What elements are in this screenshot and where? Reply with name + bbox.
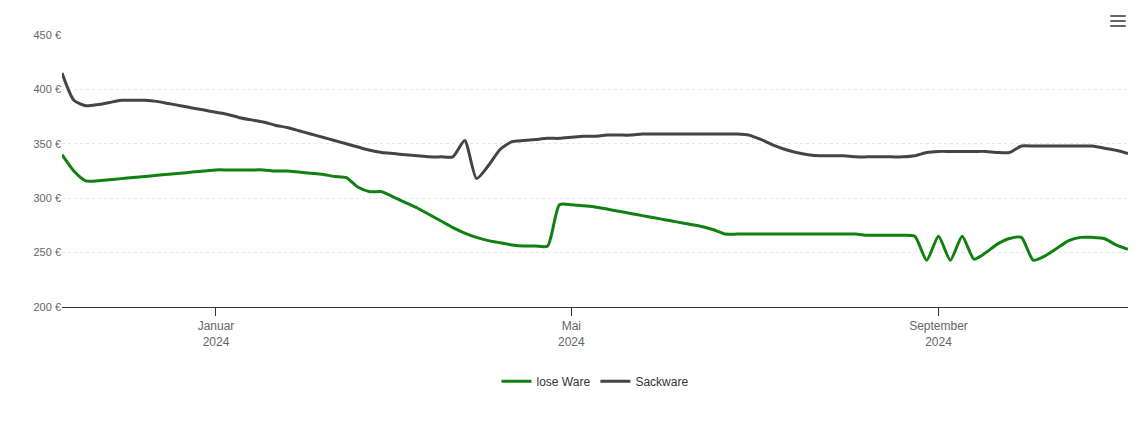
svg-text:250 €: 250 € xyxy=(33,246,61,258)
svg-text:Mai2024: Mai2024 xyxy=(558,319,585,349)
svg-text:300 €: 300 € xyxy=(33,192,61,204)
svg-text:200 €: 200 € xyxy=(33,301,61,313)
svg-text:400 €: 400 € xyxy=(33,83,61,95)
svg-text:Januar2024: Januar2024 xyxy=(198,319,235,349)
svg-text:lose Ware: lose Ware xyxy=(537,375,591,389)
svg-text:Sackware: Sackware xyxy=(635,375,688,389)
svg-text:450 €: 450 € xyxy=(33,29,61,41)
svg-text:350 €: 350 € xyxy=(33,138,61,150)
svg-text:September2024: September2024 xyxy=(909,319,968,349)
